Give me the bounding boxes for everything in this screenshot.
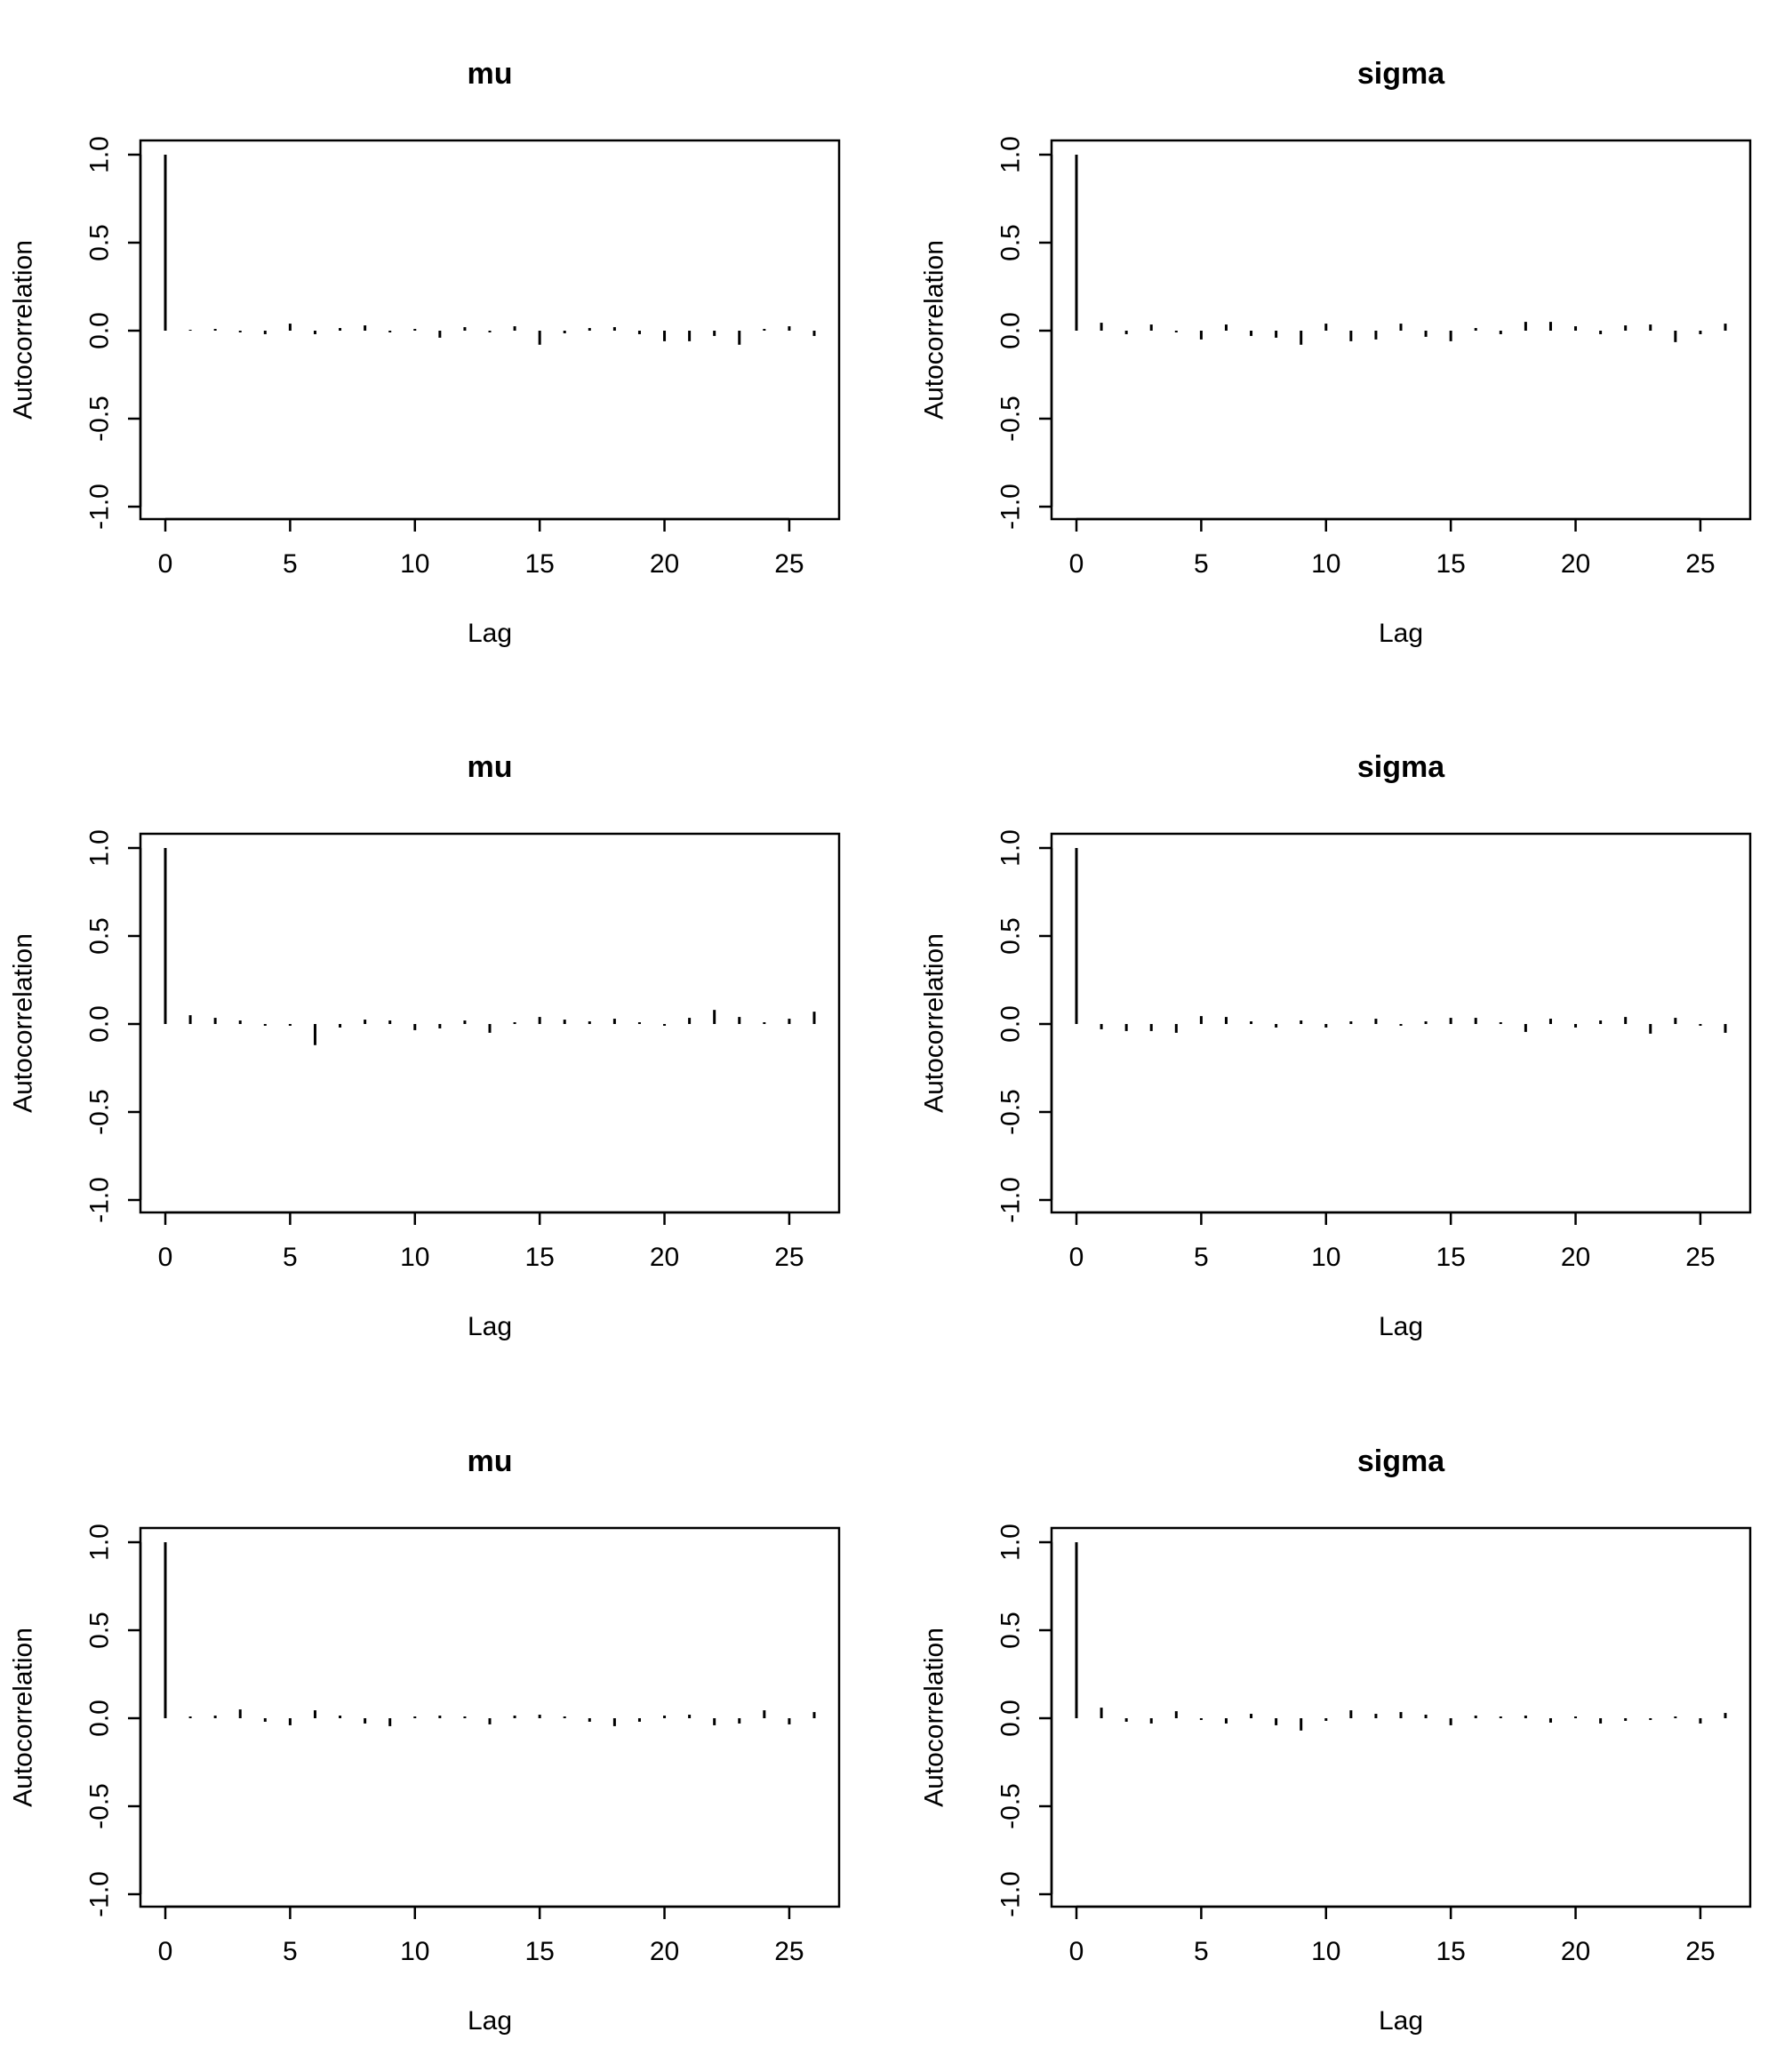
x-tick-label: 10: [1311, 1937, 1340, 1966]
y-tick-label: 1.0: [996, 829, 1026, 867]
acf-panel-3: mu 0 5 10 15 20 25 Lag -1.0 -0.5 0.0 0.5 1.0 Autocorr…: [9, 750, 841, 1341]
y-axis-label: Autocorrelation: [9, 933, 38, 1113]
y-tick-label: 0.5: [996, 224, 1026, 261]
y-axis-label: Autocorrelation: [920, 240, 949, 420]
x-tick-label: 25: [1685, 549, 1715, 579]
acf-panel-1: mu 0 5 10 15 20 25 Lag -1.0 -0.5 0.0 0.5 1.0 Autocorr…: [9, 57, 841, 648]
x-tick-label: 0: [1069, 549, 1084, 579]
y-tick-label: -1.0: [996, 1871, 1026, 1917]
y-tick-label: -0.5: [996, 1783, 1026, 1829]
x-tick-label: 20: [650, 1937, 679, 1966]
y-tick-label: -1.0: [85, 1871, 115, 1917]
x-axis-label: Lag: [468, 2006, 512, 2036]
panel-title: mu: [468, 750, 513, 784]
plot-frame: [1050, 832, 1752, 1214]
acf-panel-5: mu 0 5 10 15 20 25 Lag -1.0 -0.5 0.0 0.5 1.0 Autocorr…: [9, 1444, 841, 2036]
y-tick-label: -0.5: [996, 1089, 1026, 1135]
panel-title: sigma: [1357, 750, 1445, 784]
panel-title: mu: [468, 57, 513, 91]
x-tick-label: 10: [400, 549, 429, 579]
y-tick-label: 0.0: [85, 1005, 115, 1043]
y-tick-label: 0.0: [996, 1700, 1026, 1737]
y-tick-label: 0.0: [85, 1700, 115, 1737]
y-tick-label: 0.0: [85, 312, 115, 349]
y-axis-label: Autocorrelation: [9, 1628, 38, 1807]
panel-title: sigma: [1357, 57, 1445, 91]
y-tick-label: 1.0: [996, 1524, 1026, 1561]
y-axis-label: Autocorrelation: [920, 933, 949, 1113]
x-tick-label: 0: [1069, 1243, 1084, 1272]
acf-panel-6: sigma 0 5 10 15 20 25 Lag -1.0 -0.5 0.0 0.5 1.0 Autoc…: [920, 1444, 1752, 2036]
x-tick-label: 20: [1561, 1937, 1590, 1966]
y-tick-label: -1.0: [996, 1177, 1026, 1223]
x-tick-label: 15: [524, 1243, 554, 1272]
x-tick-label: 15: [1436, 1937, 1465, 1966]
panel-title: mu: [468, 1444, 513, 1478]
x-tick-label: 5: [283, 1937, 298, 1966]
x-tick-label: 0: [158, 1937, 173, 1966]
plot-frame: [139, 139, 841, 521]
plot-frame: [139, 1526, 841, 1908]
x-tick-label: 25: [774, 1243, 804, 1272]
x-tick-label: 15: [524, 549, 554, 579]
acf-panel-2: sigma 0 5 10 15 20 25 Lag -1.0 -0.5 0.0 0.5 1.0 Autoc…: [920, 57, 1752, 648]
y-axis-label: Autocorrelation: [9, 240, 38, 420]
x-tick-label: 20: [1561, 549, 1590, 579]
x-tick-label: 25: [774, 1937, 804, 1966]
y-tick-label: 1.0: [85, 136, 115, 173]
x-axis-label: Lag: [1379, 2006, 1423, 2036]
x-tick-label: 5: [1194, 1937, 1209, 1966]
x-tick-label: 20: [650, 549, 679, 579]
x-tick-label: 10: [400, 1243, 429, 1272]
x-axis-label: Lag: [468, 619, 512, 648]
y-tick-label: -0.5: [85, 396, 115, 442]
x-tick-label: 5: [283, 1243, 298, 1272]
x-axis-label: Lag: [1379, 619, 1423, 648]
y-tick-label: -0.5: [996, 396, 1026, 442]
x-tick-label: 5: [283, 549, 298, 579]
x-tick-label: 10: [400, 1937, 429, 1966]
x-tick-label: 10: [1311, 1243, 1340, 1272]
y-tick-label: 1.0: [85, 1524, 115, 1561]
y-tick-label: 1.0: [996, 136, 1026, 173]
y-tick-label: -0.5: [85, 1089, 115, 1135]
x-tick-label: 25: [1685, 1243, 1715, 1272]
x-tick-label: 5: [1194, 549, 1209, 579]
y-tick-label: 0.5: [996, 1612, 1026, 1649]
x-tick-label: 25: [774, 549, 804, 579]
x-tick-label: 5: [1194, 1243, 1209, 1272]
x-tick-label: 25: [1685, 1937, 1715, 1966]
y-tick-label: 0.0: [996, 1005, 1026, 1043]
acf-panel-4: sigma 0 5 10 15 20 25 Lag -1.0 -0.5 0.0 0.5 1.0 Autoc…: [920, 750, 1752, 1341]
x-tick-label: 20: [650, 1243, 679, 1272]
plot-frame: [139, 832, 841, 1214]
x-tick-label: 15: [1436, 549, 1465, 579]
x-tick-label: 10: [1311, 549, 1340, 579]
y-tick-label: -0.5: [85, 1783, 115, 1829]
y-tick-label: 0.5: [85, 917, 115, 955]
y-tick-label: 0.0: [996, 312, 1026, 349]
x-tick-label: 0: [158, 1243, 173, 1272]
y-axis-label: Autocorrelation: [920, 1628, 949, 1807]
x-tick-label: 0: [1069, 1937, 1084, 1966]
y-tick-label: -1.0: [85, 484, 115, 530]
panel-title: sigma: [1357, 1444, 1445, 1478]
y-tick-label: -1.0: [996, 484, 1026, 530]
x-tick-label: 15: [1436, 1243, 1465, 1272]
x-tick-label: 0: [158, 549, 173, 579]
y-tick-label: 1.0: [85, 829, 115, 867]
x-tick-label: 15: [524, 1937, 554, 1966]
y-tick-label: 0.5: [85, 224, 115, 261]
y-tick-label: 0.5: [996, 917, 1026, 955]
y-tick-label: -1.0: [85, 1177, 115, 1223]
x-axis-label: Lag: [1379, 1312, 1423, 1341]
y-tick-label: 0.5: [85, 1612, 115, 1649]
x-axis-label: Lag: [468, 1312, 512, 1341]
x-tick-label: 20: [1561, 1243, 1590, 1272]
